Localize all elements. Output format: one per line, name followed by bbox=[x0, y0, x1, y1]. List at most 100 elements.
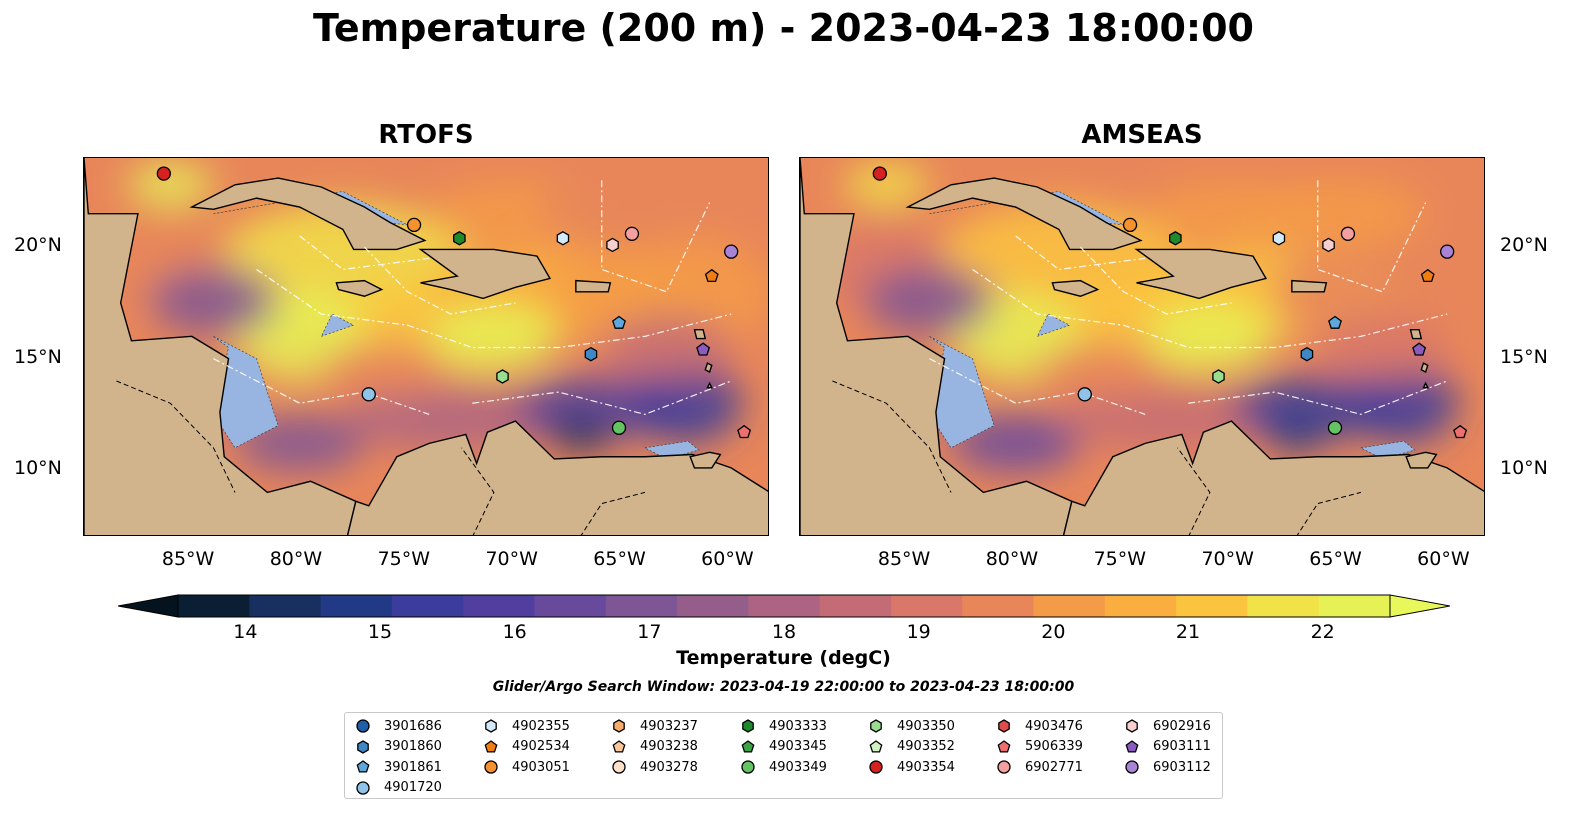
circle-marker-icon bbox=[997, 760, 1011, 774]
land-polygon bbox=[1051, 279, 1100, 297]
land-polygon bbox=[704, 362, 713, 374]
float-legend: 3901686 3901860 3901861 4901720 4902355 49025… bbox=[344, 712, 1223, 799]
legend-entry-4903349: 4903349 bbox=[740, 757, 827, 777]
circle-marker-icon bbox=[356, 719, 370, 733]
float-marker-4903350[interactable] bbox=[496, 369, 509, 384]
lat-tick-label-left: 20°N bbox=[14, 234, 62, 257]
pentagon-marker-icon bbox=[869, 739, 883, 753]
land-polygon bbox=[706, 381, 713, 389]
legend-label: 4903349 bbox=[769, 759, 827, 775]
lat-tick-label-left: 15°N bbox=[14, 345, 62, 368]
colorbar-tick-label: 17 bbox=[637, 621, 662, 643]
float-marker-6902916[interactable] bbox=[1322, 237, 1335, 253]
float-marker-6902771[interactable] bbox=[1340, 226, 1356, 241]
map-panel-rtofs[interactable] bbox=[83, 157, 769, 536]
float-marker-4903350[interactable] bbox=[1212, 369, 1225, 384]
float-marker-4902534[interactable] bbox=[704, 268, 719, 283]
colorbar-tick-label: 21 bbox=[1175, 621, 1201, 643]
float-marker-4902534[interactable] bbox=[1420, 268, 1435, 283]
colorbar-tick-label: 19 bbox=[906, 621, 931, 643]
lon-tick-label: 60°W bbox=[701, 548, 754, 570]
lon-tick-label: 85°W bbox=[877, 548, 931, 570]
land-polygon bbox=[418, 248, 552, 300]
land-polygon bbox=[1291, 279, 1328, 293]
circle-marker-icon bbox=[1125, 760, 1139, 774]
colorbar-tick-label: 18 bbox=[771, 621, 797, 643]
land-polygon bbox=[1062, 420, 1484, 535]
float-marker-4903333[interactable] bbox=[1169, 231, 1182, 246]
colorbar-segment bbox=[463, 595, 535, 617]
float-marker-3901861[interactable] bbox=[1328, 315, 1342, 329]
float-marker-4903333[interactable] bbox=[453, 231, 466, 246]
legend-label: 6903112 bbox=[1153, 759, 1211, 775]
pentagon-marker-icon bbox=[741, 739, 755, 753]
float-marker-5906339[interactable] bbox=[1453, 424, 1468, 439]
legend-label: 3901686 bbox=[384, 718, 442, 734]
pentagon-marker-icon bbox=[612, 739, 626, 753]
lon-tick-label: 85°W bbox=[161, 548, 215, 570]
colorbar-segment bbox=[1247, 595, 1320, 617]
lat-tick-label-right: 20°N bbox=[1500, 234, 1548, 257]
colorbar-segment bbox=[605, 595, 678, 617]
float-marker-3901861[interactable] bbox=[612, 315, 626, 329]
float-marker-4901720[interactable] bbox=[361, 387, 376, 402]
legend-entry-4903051: 4903051 bbox=[483, 757, 570, 777]
colorbar-tick-label: 22 bbox=[1310, 621, 1335, 643]
lon-tick-label: 80°W bbox=[985, 548, 1039, 570]
colorbar-segment bbox=[534, 595, 607, 617]
legend-label: 4903051 bbox=[512, 759, 570, 775]
land-polygon bbox=[1134, 248, 1268, 300]
legend-label: 3901860 bbox=[384, 739, 442, 754]
float-marker-4903051[interactable] bbox=[1122, 217, 1138, 233]
float-marker-4902355[interactable] bbox=[1272, 231, 1286, 246]
colorbar-extend-high bbox=[1389, 594, 1450, 618]
float-marker-4901720[interactable] bbox=[1077, 387, 1092, 402]
land-polygon bbox=[1405, 451, 1438, 469]
figure-title: Temperature (200 m) - 2023-04-23 18:00:0… bbox=[312, 6, 1254, 50]
float-marker-6902916[interactable] bbox=[606, 237, 619, 253]
lon-tick-label: 65°W bbox=[1309, 548, 1362, 570]
float-marker-6903111[interactable] bbox=[1412, 342, 1427, 356]
float-marker-4903051[interactable] bbox=[406, 217, 422, 233]
legend-entry-4903350: 4903350 bbox=[868, 716, 955, 736]
float-marker-5906339[interactable] bbox=[737, 424, 752, 439]
colorbar-label: Temperature (degC) bbox=[676, 647, 891, 669]
legend-entry-4903476: 4903476 bbox=[996, 716, 1083, 736]
float-marker-6902771[interactable] bbox=[624, 226, 640, 241]
legend-entry-4903278: 4903278 bbox=[611, 757, 698, 777]
colorbar-tick-label: 14 bbox=[233, 621, 258, 643]
land-polygon bbox=[693, 328, 707, 340]
float-marker-4903349[interactable] bbox=[611, 420, 627, 435]
pentagon-marker-icon bbox=[484, 739, 498, 753]
legend-entry-4903345: 4903345 bbox=[740, 737, 827, 757]
legend-entry-4903238: 4903238 bbox=[611, 737, 698, 757]
colorbar-segment bbox=[1318, 595, 1391, 617]
legend-label: 4903476 bbox=[1025, 718, 1083, 734]
colorbar-segment bbox=[1176, 595, 1248, 617]
float-marker-6903112[interactable] bbox=[1440, 244, 1455, 259]
hexagon-marker-icon bbox=[357, 739, 369, 754]
lon-tick-label: 80°W bbox=[269, 548, 323, 570]
float-marker-4903349[interactable] bbox=[1327, 420, 1343, 435]
lat-tick-label-left: 10°N bbox=[14, 457, 62, 480]
colorbar-segment bbox=[320, 595, 393, 617]
float-marker-4903354[interactable] bbox=[156, 166, 171, 181]
float-marker-6903112[interactable] bbox=[724, 244, 739, 259]
hexagon-marker-icon bbox=[870, 719, 882, 733]
legend-entry-6903111: 6903111 bbox=[1124, 737, 1211, 757]
circle-marker-icon bbox=[741, 760, 755, 774]
panel-title-amseas: AMSEAS bbox=[1081, 120, 1203, 150]
legend-entry-3901861: 3901861 bbox=[355, 757, 442, 777]
float-marker-6903111[interactable] bbox=[696, 342, 711, 356]
land-polygon bbox=[189, 177, 427, 251]
circle-marker-icon bbox=[869, 760, 883, 774]
land-polygon bbox=[1409, 328, 1423, 340]
colorbar bbox=[118, 594, 1450, 618]
panel-title-rtofs: RTOFS bbox=[378, 120, 474, 150]
float-marker-4903354[interactable] bbox=[872, 166, 887, 181]
lon-tick-label: 70°W bbox=[485, 548, 538, 570]
float-marker-4902355[interactable] bbox=[556, 231, 570, 246]
float-marker-3901860[interactable] bbox=[1300, 346, 1314, 362]
float-marker-3901860[interactable] bbox=[584, 346, 598, 362]
map-panel-amseas[interactable] bbox=[799, 157, 1485, 536]
